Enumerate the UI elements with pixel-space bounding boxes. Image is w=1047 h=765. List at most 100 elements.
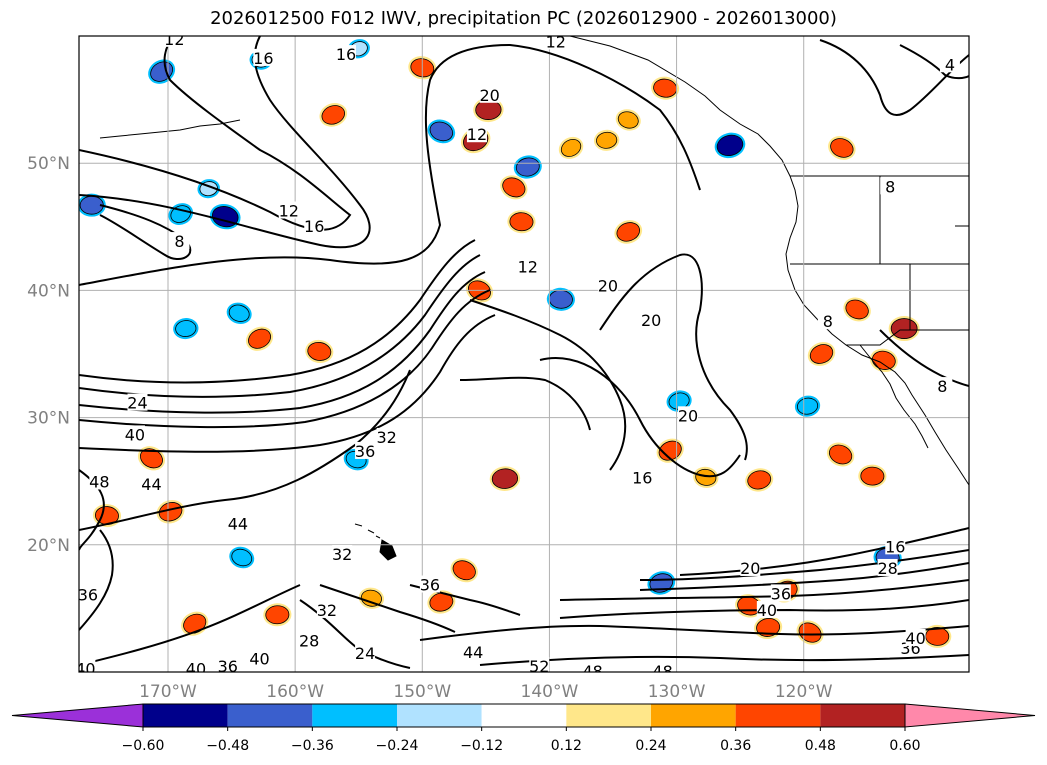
contour-label: 16 bbox=[304, 216, 325, 236]
iwv-contour-12 bbox=[79, 36, 352, 231]
contour-label: 48 bbox=[582, 662, 603, 672]
contour-label-text: 20 bbox=[641, 311, 661, 330]
colorbar-tick-label: 0.24 bbox=[635, 738, 666, 754]
contour-label: 16 bbox=[336, 45, 356, 64]
contour-label: 12 bbox=[467, 125, 487, 144]
contour-label-text: 8 bbox=[885, 177, 895, 196]
contour-label-bg bbox=[652, 662, 673, 672]
contour-label: 52 bbox=[529, 656, 549, 676]
contour-label-bg bbox=[299, 631, 320, 649]
contour-label-bg bbox=[877, 558, 898, 576]
contour-label: 40 bbox=[905, 628, 926, 648]
pc-patch bbox=[828, 136, 856, 160]
iwv-contour-36-west bbox=[79, 529, 114, 631]
map-background bbox=[79, 36, 969, 672]
colorbar-segment bbox=[820, 704, 905, 727]
iwv-contour-20-east bbox=[599, 253, 748, 461]
colorbar-segment bbox=[143, 704, 228, 727]
colorbar-segment bbox=[651, 704, 736, 727]
colorbar-extend-low bbox=[11, 703, 144, 728]
contour-label: 40 bbox=[186, 659, 206, 678]
contour-label: 24 bbox=[355, 644, 375, 663]
contour-label-text: 40 bbox=[186, 659, 206, 678]
contour-label: 12 bbox=[546, 36, 566, 51]
pc-patch bbox=[807, 342, 836, 366]
pc-patch-core bbox=[756, 618, 781, 637]
contour-label-text: 40 bbox=[125, 425, 145, 444]
contour-label: 20 bbox=[678, 406, 698, 425]
pc-patch bbox=[226, 302, 252, 325]
iwv-contour-20-ne bbox=[819, 39, 969, 116]
contour-label-text: 8 bbox=[937, 377, 947, 396]
colorbar-segment bbox=[312, 704, 397, 727]
iwv-contour-20-south bbox=[639, 549, 969, 581]
pc-patch bbox=[305, 339, 334, 364]
contour-label-text: 4 bbox=[945, 55, 955, 74]
pc-patch-core bbox=[560, 138, 582, 157]
pc-patch bbox=[888, 316, 920, 342]
contour-label-bg bbox=[517, 257, 538, 275]
iwv-contour-32 bbox=[79, 271, 486, 414]
iwv-contour-24-mid bbox=[459, 376, 591, 431]
contour-label-bg bbox=[316, 600, 337, 618]
contour-label-text: 44 bbox=[463, 643, 483, 662]
pc-patch-core bbox=[515, 157, 540, 177]
lon-tick-label: 140°W bbox=[521, 682, 579, 702]
pc-patch bbox=[693, 466, 719, 488]
contour-label-bg bbox=[885, 537, 906, 555]
contour-label-text: 16 bbox=[632, 469, 652, 488]
pc-patch bbox=[614, 220, 643, 244]
contour-label-text: 8 bbox=[823, 312, 833, 331]
contour-label: 16 bbox=[253, 48, 274, 68]
pc-patch bbox=[92, 504, 122, 528]
pc-patch-core bbox=[509, 212, 534, 232]
contour-label-text: 36 bbox=[771, 584, 791, 603]
contour-label-text: 12 bbox=[164, 30, 184, 49]
contour-label-text: 44 bbox=[141, 475, 161, 494]
iwv-contour-24 bbox=[79, 239, 476, 384]
contour-label-bg bbox=[127, 393, 148, 411]
contour-label: 44 bbox=[228, 514, 248, 533]
contour-label-bg bbox=[249, 649, 270, 667]
pc-patch-core bbox=[183, 613, 207, 634]
chart-title: 2026012500 F012 IWV, precipitation PC (2… bbox=[210, 8, 837, 29]
pc-patch-core bbox=[265, 605, 290, 625]
map-frame bbox=[78, 35, 970, 673]
pc-patch bbox=[794, 395, 821, 417]
pc-patch bbox=[137, 446, 166, 471]
pc-patch bbox=[427, 590, 456, 614]
pc-patch-core bbox=[798, 622, 822, 643]
iwv-contour-8 bbox=[99, 204, 192, 260]
pc-patch bbox=[79, 193, 106, 217]
contour-label-bg bbox=[632, 468, 653, 486]
contour-label-text: 20 bbox=[740, 559, 760, 578]
lon-tick-label: 160°W bbox=[266, 682, 324, 702]
contour-label-bg bbox=[89, 472, 110, 490]
contour-label: 36 bbox=[218, 656, 238, 672]
pc-patch-core bbox=[79, 195, 104, 215]
pc-patch-core bbox=[828, 444, 853, 465]
contour-label: 20 bbox=[740, 558, 760, 578]
contour-label-bg bbox=[376, 427, 397, 445]
contour-label: 40 bbox=[125, 425, 145, 444]
contour-label-bg bbox=[463, 642, 484, 660]
contour-label-text: 44 bbox=[228, 514, 248, 533]
contour-label-bg bbox=[466, 125, 487, 143]
contour-label-bg bbox=[169, 232, 190, 250]
contour-label-bg bbox=[304, 216, 325, 234]
contour-label-text: 52 bbox=[529, 657, 549, 676]
iwv-contour-32-sw bbox=[319, 584, 456, 633]
contour-label: 40 bbox=[757, 600, 777, 620]
pc-patch-core bbox=[502, 177, 526, 198]
north-america-coastline bbox=[569, 36, 969, 486]
iwv-contour-28 bbox=[79, 254, 481, 398]
contour-label: 40 bbox=[79, 659, 96, 672]
iwv-contour-44 bbox=[79, 369, 411, 531]
contour-label-text: 24 bbox=[355, 644, 375, 663]
contour-label-bg bbox=[336, 45, 356, 63]
pc-patch-core bbox=[170, 205, 191, 223]
pc-patch-core bbox=[616, 222, 641, 242]
pc-patch bbox=[826, 442, 855, 467]
contour-label-bg bbox=[79, 585, 98, 603]
